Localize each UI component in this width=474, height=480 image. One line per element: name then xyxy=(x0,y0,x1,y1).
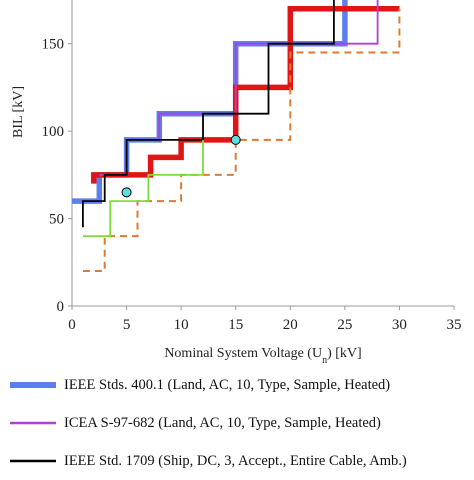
y-axis-title: BIL [kV] xyxy=(11,86,26,138)
series-line-5 xyxy=(82,139,204,237)
y-tick-label: 100 xyxy=(42,124,65,140)
x-tick-label: 10 xyxy=(174,317,189,333)
x-tick-label: 20 xyxy=(283,317,298,333)
y-tick-label: 0 xyxy=(57,299,65,315)
x-tick-label: 5 xyxy=(123,317,131,333)
legend-label: ICEA S-97-682 (Land, AC, 10, Type, Sampl… xyxy=(64,414,381,431)
data-marker-0 xyxy=(121,187,132,198)
legend-label: IEEE Stds. 400.1 (Land, AC, 10, Type, Sa… xyxy=(64,376,391,393)
x-tick-label: 15 xyxy=(228,317,243,333)
x-tick-label: 25 xyxy=(337,317,352,333)
x-axis-title: Nominal System Voltage (Un) [kV] xyxy=(164,346,361,366)
legend-swatch xyxy=(10,382,56,388)
marker-layer xyxy=(121,134,241,198)
chart-plot: 0 5 10 15 20 25 30 35 0 50 100 150 BIL [kV] Nominal… xyxy=(11,0,462,366)
chart-axes xyxy=(68,0,455,310)
data-marker-1 xyxy=(230,134,241,145)
series-line-0 xyxy=(72,0,348,204)
y-tick-label: 150 xyxy=(42,37,65,53)
x-tick-label: 0 xyxy=(68,317,76,333)
series-layer xyxy=(72,0,401,272)
y-tick-label: 50 xyxy=(49,212,64,228)
series-line-3 xyxy=(91,5,400,184)
legend-swatch xyxy=(10,459,56,463)
legend-label: IEEE Std. 1709 (Ship, DC, 3, Accept., En… xyxy=(64,452,407,469)
legend-item: IEEE Stds. 400.1 (Land, AC, 10, Type, Sa… xyxy=(8,366,468,404)
series-line-2 xyxy=(82,0,335,228)
legend-swatch xyxy=(10,421,56,425)
legend-item: IEEE Std. 1709 (Ship, DC, 3, Accept., En… xyxy=(8,442,468,480)
x-tick-label: 30 xyxy=(392,317,407,333)
tick-labels: 0 5 10 15 20 25 30 35 0 50 100 150 xyxy=(42,37,462,333)
chart-legend: IEEE Stds. 400.1 (Land, AC, 10, Type, Sa… xyxy=(8,366,468,480)
x-tick-label: 35 xyxy=(447,317,462,333)
legend-item: ICEA S-97-682 (Land, AC, 10, Type, Sampl… xyxy=(8,404,468,442)
